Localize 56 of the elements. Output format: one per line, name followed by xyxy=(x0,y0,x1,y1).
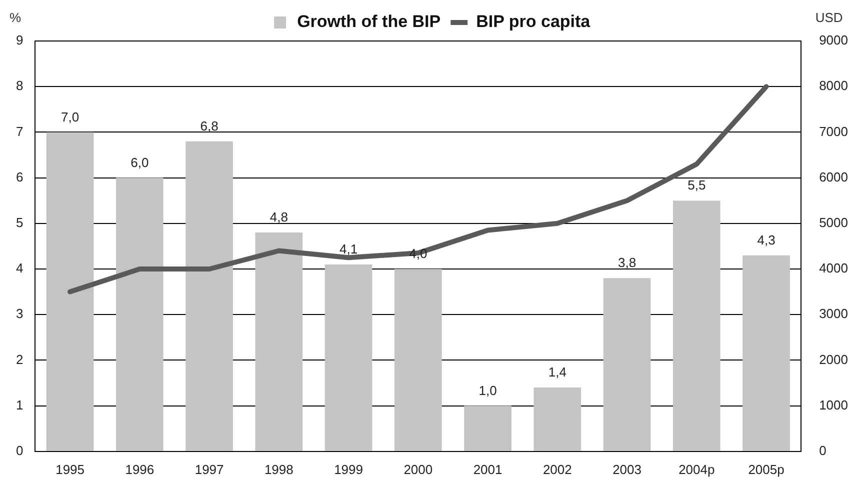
data-label: 4,1 xyxy=(339,242,358,257)
bar xyxy=(186,141,233,451)
x-tick-label: 1995 xyxy=(56,462,84,477)
bar xyxy=(742,255,790,451)
y-tick-label: 2 xyxy=(16,352,24,367)
y2-tick-label: 1000 xyxy=(819,397,848,412)
y2-tick-label: 2000 xyxy=(819,352,848,367)
data-label: 6,0 xyxy=(130,154,149,170)
bar xyxy=(394,269,442,451)
x-tick-label: 1997 xyxy=(194,462,224,477)
bar xyxy=(672,200,720,451)
y-tick-label: 6 xyxy=(16,169,24,184)
y2-tick-label: 0 xyxy=(819,442,826,458)
bar xyxy=(324,264,372,451)
y-tick-label: 1 xyxy=(16,397,24,412)
legend-label: BIP pro capita xyxy=(476,12,591,32)
legend-label: Growth of the BIP xyxy=(297,12,441,32)
y2-tick-label: 9000 xyxy=(819,32,848,48)
x-tick-label: 2005p xyxy=(748,462,784,477)
data-label: 6,8 xyxy=(200,118,218,134)
x-tick-label: 2001 xyxy=(473,462,502,477)
y-tick-label: 5 xyxy=(16,214,24,230)
data-label: 7,0 xyxy=(61,109,80,124)
y-tick-label: 9 xyxy=(16,32,24,48)
y2-tick-label: 3000 xyxy=(819,306,848,322)
bar xyxy=(255,232,303,451)
data-label: 4,8 xyxy=(270,210,288,225)
x-tick-label: 1996 xyxy=(125,462,154,477)
data-label: 1,0 xyxy=(478,382,497,398)
y-tick-label: 4 xyxy=(16,260,24,276)
y2-tick-label: 5000 xyxy=(819,214,848,230)
x-tick-label: 1998 xyxy=(264,462,294,477)
bar xyxy=(464,406,512,451)
y2-tick-label: 7000 xyxy=(819,124,848,139)
bar xyxy=(534,388,582,451)
x-tick-label: 1999 xyxy=(334,462,363,477)
bar xyxy=(46,132,94,451)
bar xyxy=(603,278,651,451)
data-label: 5,5 xyxy=(688,178,706,193)
y2-tick-label: 6000 xyxy=(819,169,848,184)
y-tick-label: 8 xyxy=(16,78,24,94)
y2-axis-title: USD xyxy=(815,10,843,26)
y2-tick-label: 8000 xyxy=(819,78,848,94)
y-axis-title: % xyxy=(9,10,22,26)
data-label: 4,3 xyxy=(757,232,776,248)
x-tick-label: 2002 xyxy=(542,462,572,477)
bar xyxy=(116,178,164,451)
x-tick-label: 2004p xyxy=(678,462,715,477)
y-tick-label: 7 xyxy=(16,124,24,139)
x-tick-label: 2003 xyxy=(612,462,642,477)
x-tick-label: 2000 xyxy=(404,462,433,477)
y-tick-label: 3 xyxy=(16,306,24,322)
y2-tick-label: 4000 xyxy=(819,260,848,276)
y-tick-label: 0 xyxy=(16,442,24,458)
data-label: 3,8 xyxy=(618,255,636,270)
data-label: 1,4 xyxy=(548,364,566,380)
